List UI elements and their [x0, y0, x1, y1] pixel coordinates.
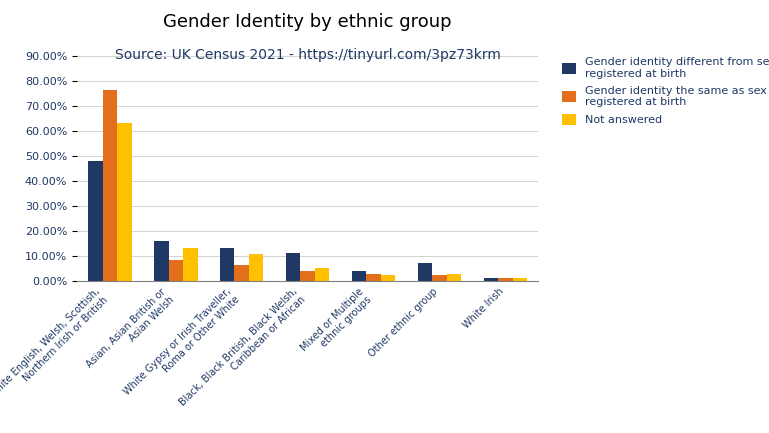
Bar [102, 90, 117, 281]
Bar [513, 278, 527, 281]
Text: Gender Identity by ethnic group: Gender Identity by ethnic group [163, 13, 452, 31]
Bar [286, 253, 301, 281]
Bar [315, 268, 329, 281]
Bar [220, 248, 235, 281]
Bar [432, 275, 447, 281]
Bar [168, 260, 183, 281]
Bar [381, 275, 395, 281]
Bar [418, 263, 432, 281]
Bar [117, 123, 131, 281]
Bar [235, 265, 249, 281]
Bar [88, 162, 102, 281]
Bar [484, 278, 498, 281]
Bar [498, 278, 513, 281]
Bar [249, 254, 264, 281]
Bar [183, 248, 198, 281]
Legend: Gender identity different from sex
registered at birth, Gender identity the same: Gender identity different from sex regis… [562, 57, 769, 125]
Bar [366, 274, 381, 281]
Text: Source: UK Census 2021 - https://tinyurl.com/3pz73krm: Source: UK Census 2021 - https://tinyurl… [115, 48, 501, 61]
Bar [351, 271, 366, 281]
Bar [301, 271, 315, 281]
Bar [447, 274, 461, 281]
Bar [154, 242, 168, 281]
